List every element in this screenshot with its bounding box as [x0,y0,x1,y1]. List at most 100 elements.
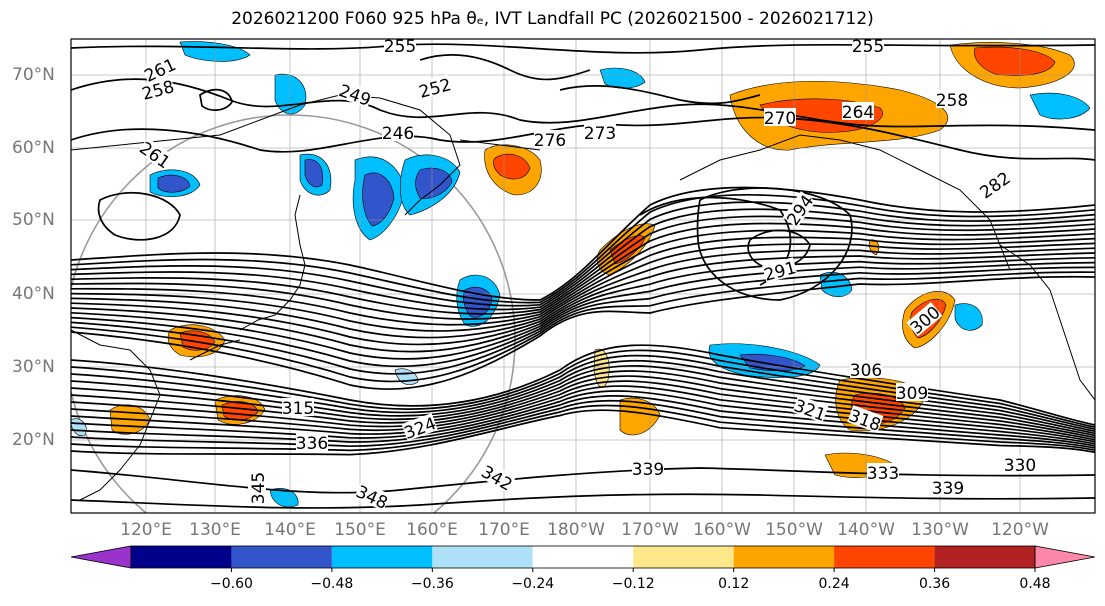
theta-e-contour [71,242,1095,339]
colorbar-tick-label: 0.12 [718,576,750,592]
colorbar-segment [432,546,533,568]
ivt-pc-shading [1029,92,1091,120]
theta-e-contour [71,409,1095,456]
contour-label: 306 [850,361,882,381]
longitude-label: 150°E [334,520,386,540]
contour-label: 276 [534,131,566,151]
theta-e-contour [71,404,1095,452]
colorbar-frame [130,545,1036,569]
contour-label-bg [337,80,374,108]
theta-e-contour [419,54,591,81]
theta-e-contour [71,344,1095,426]
colorbar-segment [231,546,332,568]
contour-label-bg [632,459,664,477]
longitude-label: 140°W [837,520,895,540]
theta-e-contour [71,215,1095,315]
theta-e-contour [71,275,1095,390]
theta-e-contour [559,85,761,105]
contour-label-bg [584,123,616,141]
colorbar-tick-label: 0.24 [818,576,850,592]
colorbar-segment [834,546,935,568]
contour-label-bg [847,405,884,433]
contour-label-bg [867,463,899,481]
contour-label-bg [792,395,829,423]
colorbar-segment [733,546,835,568]
contour-label: 246 [382,124,414,144]
contour-label-bg [842,102,874,120]
longitude-label: 130°W [911,520,969,540]
contour-label: 309 [896,384,928,404]
theta-e-contour [71,493,1095,509]
contour-label-bg [932,478,964,496]
theta-e-contour [71,365,1095,435]
latitude-label: 30°N [12,357,55,377]
theta-e-contours [71,43,1095,509]
contour-label-bg [382,123,414,141]
theta-e-contour [71,193,1095,304]
colorbar-extend-high [1034,545,1096,569]
contour-label: 339 [932,479,964,499]
contour-label-bg [936,90,968,108]
colorbar-tick-label: 0.36 [918,576,951,592]
theta-e-contour [71,247,1095,346]
theta-e-contour [71,370,1095,437]
longitude-label: 160°W [693,520,751,540]
theta-e-contour [97,191,181,241]
longitude-label: 150°W [765,520,823,540]
contour-label-bg [761,257,798,283]
colorbar-segment [633,546,734,568]
contour-label: 339 [632,460,664,480]
theta-e-contour [71,229,1095,326]
contour-label: 273 [584,124,616,144]
contour-label: 345 [249,472,269,504]
theta-e-contour [71,395,1095,447]
theta-e-contour [71,390,1095,445]
longitude-label: 130°E [189,520,241,540]
ivt-pc-shading [954,303,983,331]
contour-label-bg [416,74,453,100]
latitude-label: 60°N [12,138,55,158]
contour-label-bg [296,433,328,451]
contour-label-bg [782,191,816,228]
contour-label: 258 [936,91,968,111]
colorbar-tick-label: 0.48 [1019,576,1051,592]
latitude-label: 20°N [12,430,55,450]
longitude-label: 170°W [621,520,679,540]
contour-label-bg [141,54,178,85]
longitude-label: 120°W [991,520,1049,540]
contour-label-bg [906,302,943,337]
contour-label: 255 [852,37,884,57]
latitude-label: 50°N [12,210,55,230]
theta-e-contour [71,266,1095,375]
contour-label-bg [1004,455,1036,473]
contour-label-bg [384,39,416,54]
theta-e-contour [696,187,853,301]
ivt-pc-shading [157,174,191,193]
contour-label: 315 [282,399,314,419]
contour-label-bg [534,130,566,148]
colorbar-tick-label: −0.48 [310,576,354,592]
contour-label-bg [850,360,882,378]
latitude-label: 40°N [12,284,55,304]
colorbar-segment [131,546,232,568]
contour-label-bg [282,398,314,416]
longitude-label: 160°E [406,520,458,540]
contour-label: 336 [296,434,328,454]
contour-label: 270 [764,109,796,129]
longitude-label: 120°E [120,520,172,540]
theta-e-contour [71,252,1095,353]
ivt-pc-shading [362,172,395,227]
contour-label-bg [976,167,1013,201]
contour-label-bg [401,413,438,441]
contour-label-bg [139,76,176,102]
longitude-label: 170°E [478,520,530,540]
theta-e-contour [199,88,233,111]
theta-e-contour [71,354,1095,431]
ivt-pc-shading [493,153,531,180]
colorbar-segment [331,546,433,568]
theta-e-contour [71,380,1095,441]
theta-e-contour [71,208,1095,311]
colorbar-segment [934,546,1035,568]
